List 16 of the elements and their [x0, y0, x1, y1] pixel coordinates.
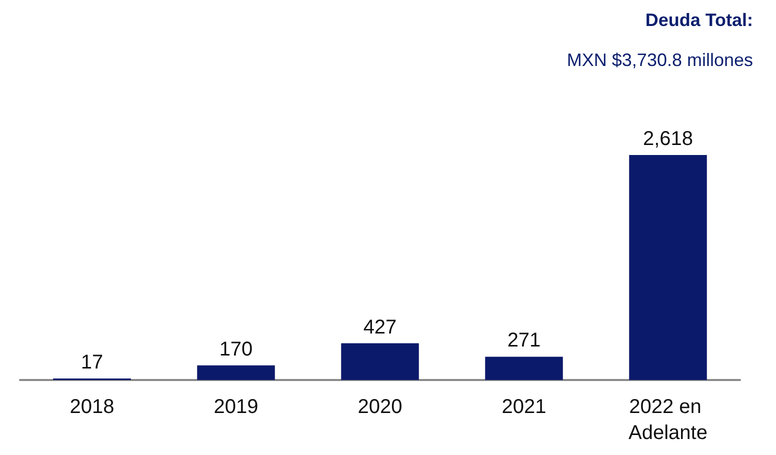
- data-label: 2,618: [642, 128, 694, 150]
- bar: [341, 343, 419, 380]
- x-tick-label: 2018: [70, 396, 114, 418]
- data-label: 170: [219, 338, 253, 360]
- data-label: 271: [507, 330, 541, 352]
- data-label: 427: [363, 316, 397, 338]
- x-tick-label: 2022 en Adelante: [628, 396, 708, 444]
- bar: [485, 356, 563, 380]
- x-tick-label: 2021: [502, 396, 546, 418]
- x-tick-label: 2020: [358, 396, 402, 418]
- data-label: 17: [80, 352, 104, 374]
- bar: [197, 365, 275, 380]
- bar: [629, 155, 707, 380]
- chart-subtitle: MXN $3,730.8 millones: [566, 50, 754, 70]
- x-tick-label: 2019: [214, 396, 258, 418]
- chart-title: Deuda Total:: [645, 10, 754, 30]
